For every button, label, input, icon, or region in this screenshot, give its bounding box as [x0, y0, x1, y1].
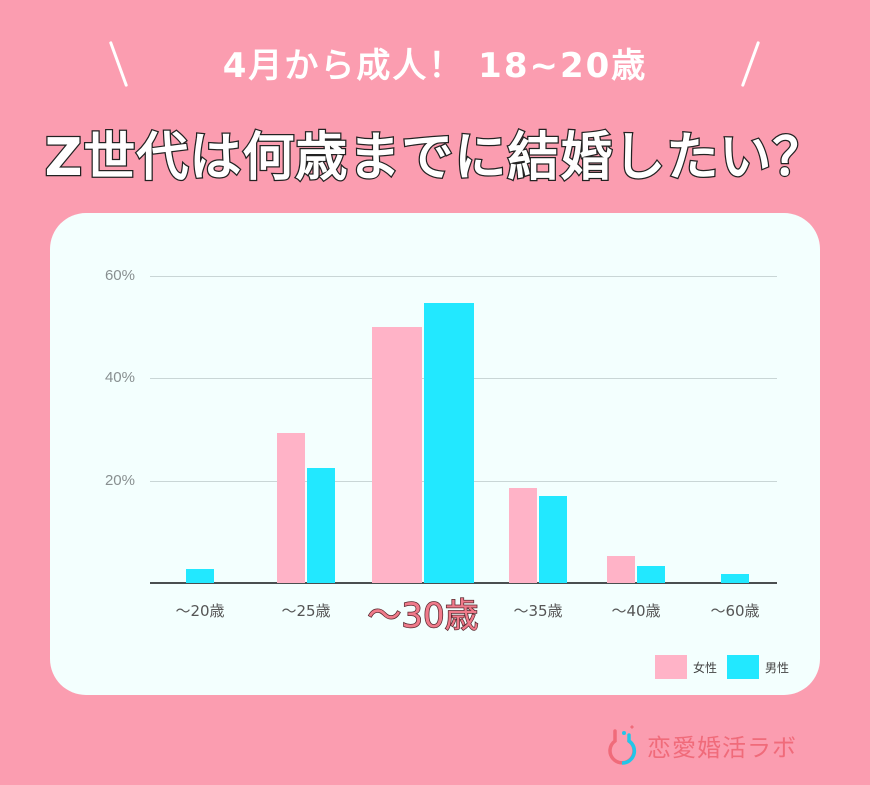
x-tick-label: ～40歳 [611, 602, 661, 620]
bar-male-3 [539, 495, 567, 583]
bar-chart: 60% 40% 20% [105, 267, 777, 584]
legend-label-male: 男性 [765, 660, 790, 675]
page-title: Z世代は何歳までに結婚したい？ [43, 127, 826, 190]
legend-swatch-female [655, 655, 687, 679]
x-tick-label: ～20歳 [175, 602, 225, 620]
x-tick-label: ～25歳 [281, 602, 331, 620]
bar-male-2 [424, 303, 474, 583]
y-tick-20: 20% [104, 472, 135, 489]
bar-male-1 [307, 468, 335, 583]
bar-female-2 [372, 327, 422, 583]
y-tick-40: 40% [104, 369, 135, 386]
bar-female-3 [509, 487, 537, 583]
brand-logo: 恋愛婚活ラボ [605, 725, 797, 765]
legend: 女性 男性 [655, 655, 789, 679]
x-axis [150, 582, 777, 584]
subtitle: 4月から成人！ 18~20歳 [222, 46, 648, 86]
bar-male-4 [637, 566, 665, 583]
flask-heart-icon [608, 725, 637, 765]
x-tick-label: ～35歳 [513, 602, 563, 620]
brand-name: 恋愛婚活ラボ [647, 733, 797, 762]
legend-label-female: 女性 [693, 660, 718, 675]
bar-female-4 [607, 555, 635, 583]
x-tick-label: ～30歳 [367, 595, 480, 637]
bar-male-5 [721, 573, 749, 583]
x-tick-label: ～60歳 [710, 602, 760, 620]
y-tick-60: 60% [104, 267, 135, 284]
legend-swatch-male [727, 655, 760, 679]
bar-female-1 [277, 432, 305, 583]
bar-male-0 [186, 569, 214, 583]
gridline-60 [150, 276, 777, 277]
